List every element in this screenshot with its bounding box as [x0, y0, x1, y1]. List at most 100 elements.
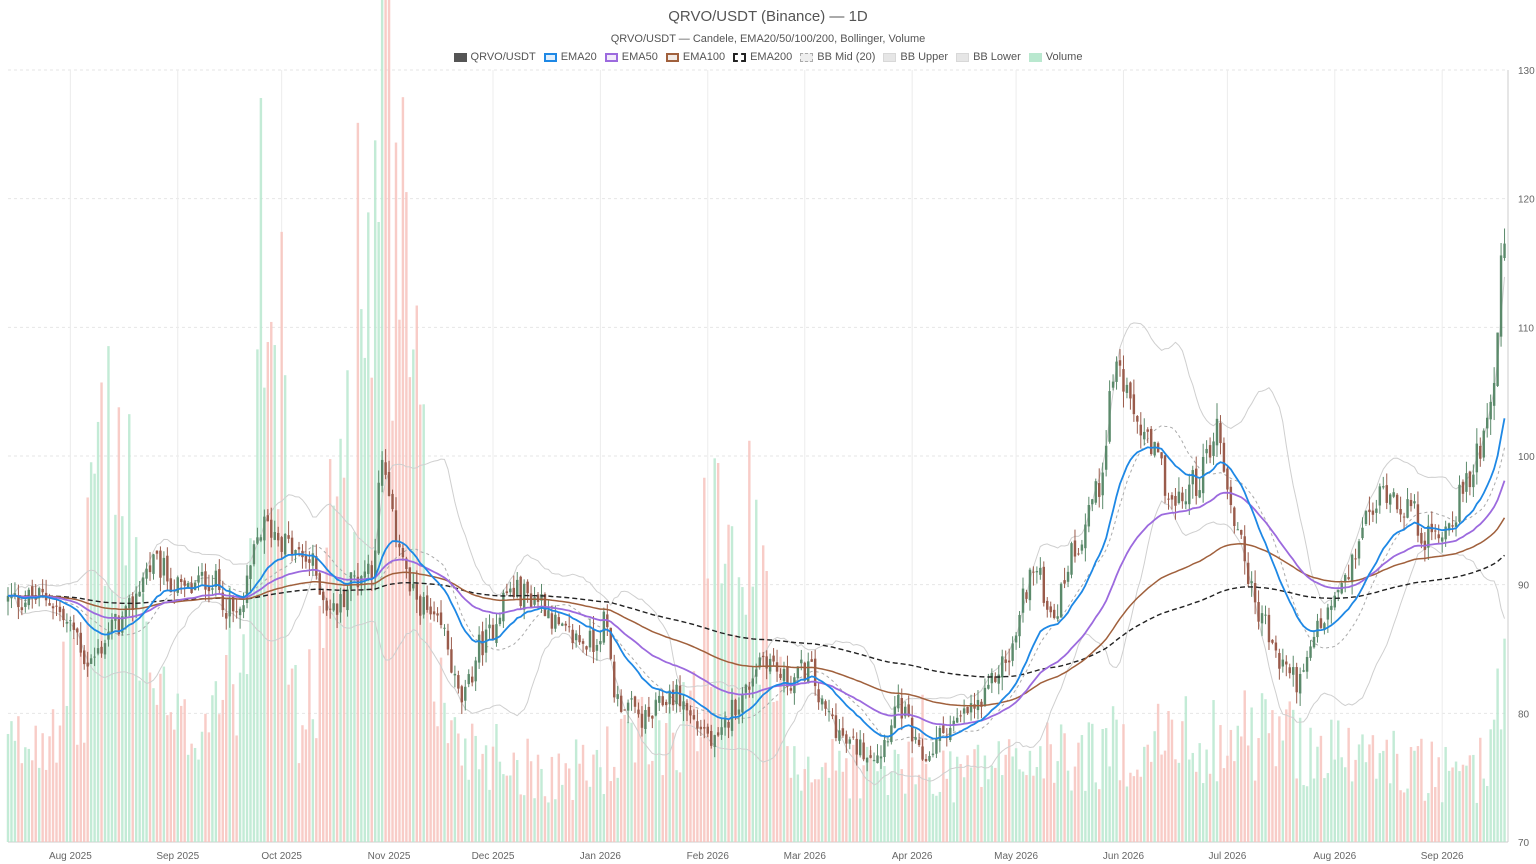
candle	[1011, 636, 1014, 667]
candle-body	[741, 693, 744, 713]
candle-body	[682, 701, 685, 710]
candle	[1472, 464, 1475, 498]
volume-bar	[20, 763, 24, 842]
legend-item-bblower[interactable]: BB Lower	[956, 51, 1021, 63]
ema20-line	[8, 418, 1506, 740]
candle-body	[89, 658, 93, 664]
volume-bar	[1091, 723, 1094, 842]
candle	[270, 507, 273, 548]
volume-bar	[1188, 759, 1191, 842]
candle-body	[1226, 468, 1229, 490]
volume-bar	[124, 565, 127, 842]
candle	[959, 710, 962, 723]
volume-bar	[983, 755, 987, 842]
volume-bar	[349, 572, 353, 842]
candle-body	[897, 694, 900, 709]
volume-bar	[10, 721, 13, 842]
candle	[1146, 427, 1149, 444]
volume-bar	[325, 547, 328, 842]
volume-bar	[1046, 722, 1049, 842]
candle-body	[10, 595, 13, 599]
candle-body	[689, 710, 692, 716]
candle-body	[498, 617, 502, 625]
candle	[772, 648, 775, 667]
candle-body	[377, 482, 380, 554]
candle-body	[1350, 554, 1354, 583]
legend-item-ema20[interactable]: EMA20	[543, 51, 597, 63]
candle	[1056, 604, 1059, 622]
volume-bar	[193, 747, 197, 842]
candle-body	[914, 737, 917, 740]
candle	[1357, 538, 1361, 566]
candle	[318, 570, 321, 595]
candle-body	[1392, 492, 1395, 497]
legend-item-ema200[interactable]: EMA200	[733, 51, 792, 63]
candle-body	[1458, 484, 1461, 522]
candle	[1059, 582, 1063, 618]
candle-body	[613, 661, 616, 698]
candle	[1503, 228, 1506, 261]
candle	[1111, 374, 1115, 391]
candle	[671, 681, 675, 711]
legend-item-bbmid[interactable]: BB Mid (20)	[800, 51, 875, 63]
candle	[398, 534, 401, 556]
volume-bar	[865, 746, 869, 842]
volume-bar	[661, 775, 664, 842]
volume-bar	[138, 680, 141, 842]
legend-swatch-bbupper	[883, 52, 897, 62]
volume-bar	[1305, 786, 1309, 842]
candle-body	[952, 720, 955, 726]
candle	[938, 725, 942, 753]
volume-bar	[1302, 785, 1305, 842]
candle-body	[765, 656, 768, 669]
legend-item-bbupper[interactable]: BB Upper	[883, 51, 948, 63]
legend-swatch-volume	[1028, 52, 1042, 62]
candle-body	[179, 579, 183, 582]
volume-bar	[1468, 755, 1472, 842]
candle-body	[1298, 673, 1302, 694]
legend-item-ema50[interactable]: EMA50	[604, 51, 658, 63]
volume-bar	[820, 767, 824, 842]
candle-body	[65, 622, 69, 624]
candle-body	[633, 696, 637, 707]
candle	[1039, 557, 1042, 580]
volume-bar	[907, 741, 910, 842]
legend-item-price[interactable]: QRVO/USDT	[453, 51, 536, 63]
candle-body	[1025, 592, 1028, 599]
candle-body	[55, 605, 58, 607]
candle	[817, 682, 820, 710]
candle	[1118, 349, 1122, 377]
candle	[1098, 468, 1101, 508]
candle	[1191, 465, 1194, 499]
volume-bar	[831, 738, 834, 842]
candle	[557, 613, 561, 626]
candle	[574, 630, 578, 648]
volume-bar	[1395, 753, 1399, 842]
candle-body	[924, 758, 928, 762]
candle-body	[391, 493, 394, 510]
volume-bar	[1052, 782, 1056, 842]
candle	[962, 699, 966, 723]
candle-body	[1413, 501, 1416, 504]
candle	[1066, 565, 1070, 588]
volume-bar	[429, 622, 432, 842]
volume-bar	[561, 784, 564, 842]
candle	[1430, 511, 1433, 541]
volume-bar	[1215, 781, 1219, 842]
candle-body	[152, 554, 155, 574]
candle-body	[1177, 491, 1181, 504]
volume-bar	[318, 605, 321, 842]
legend-label-price: QRVO/USDT	[470, 51, 536, 63]
candle-body	[432, 611, 436, 615]
legend-item-ema100[interactable]: EMA100	[665, 51, 725, 63]
volume-bar	[786, 746, 789, 842]
candle	[301, 544, 304, 569]
candle	[290, 530, 294, 562]
candle	[231, 595, 235, 623]
volume-bar	[1298, 717, 1302, 842]
candle	[581, 638, 585, 653]
legend-item-volume[interactable]: Volume	[1028, 51, 1082, 63]
candle	[952, 716, 955, 732]
volume-bar	[1489, 729, 1492, 842]
candle-body	[349, 572, 353, 590]
